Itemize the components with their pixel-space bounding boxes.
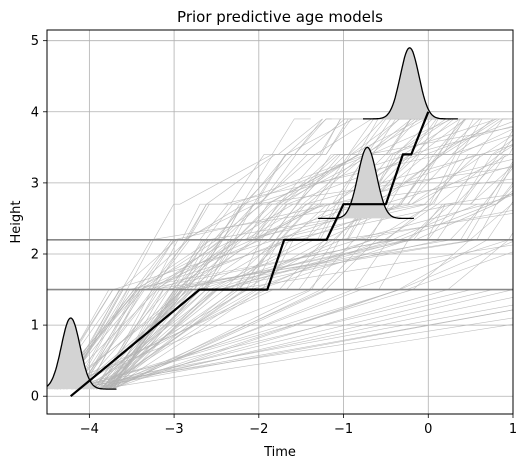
x-axis-label: Time <box>263 445 296 460</box>
x-tick-label: 0 <box>424 422 432 437</box>
y-axis-label: Height <box>9 201 24 244</box>
x-tick-label: −2 <box>249 422 268 437</box>
x-tick-label: −4 <box>80 422 99 437</box>
y-tick-label: 3 <box>31 176 39 191</box>
x-tick-label: −3 <box>165 422 184 437</box>
chart-title: Prior predictive age models <box>177 8 383 26</box>
y-tick-label: 0 <box>31 390 39 405</box>
y-tick-label: 5 <box>31 34 39 49</box>
y-tick-label: 2 <box>31 248 39 263</box>
x-tick-label: −1 <box>334 422 353 437</box>
x-tick-label: 1 <box>509 422 517 437</box>
ticks-layer: −4 −3 −2 −1 0 1 0 1 2 3 4 5 <box>31 34 517 437</box>
y-tick-label: 1 <box>31 319 39 334</box>
age-distribution-fill <box>363 48 458 119</box>
y-tick-label: 4 <box>31 105 39 120</box>
